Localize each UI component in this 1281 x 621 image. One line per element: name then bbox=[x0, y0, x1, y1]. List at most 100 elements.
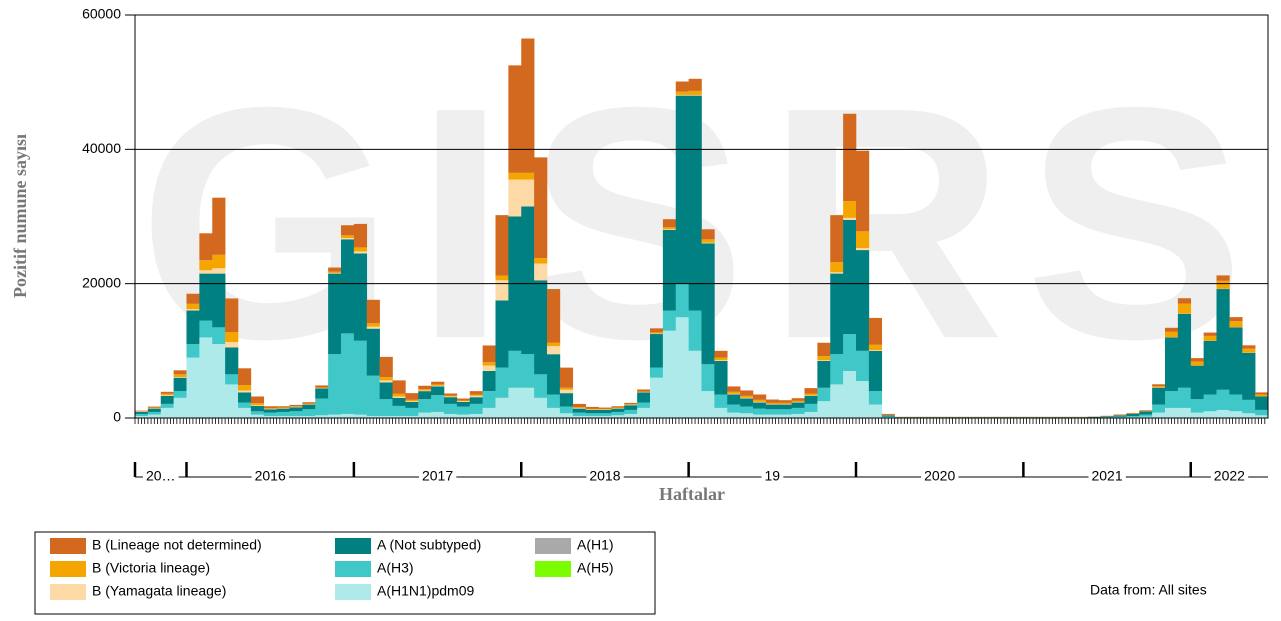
bar-segment bbox=[380, 357, 393, 377]
bar-segment bbox=[882, 414, 895, 415]
bar-segment bbox=[611, 412, 624, 415]
bar-segment bbox=[624, 414, 637, 418]
bar-segment bbox=[611, 409, 624, 412]
bar-segment bbox=[341, 239, 354, 333]
bar-segment bbox=[174, 374, 187, 377]
bar-segment bbox=[380, 382, 393, 399]
bar-segment bbox=[315, 388, 328, 398]
bar-segment bbox=[212, 255, 225, 268]
bar-segment bbox=[1139, 411, 1152, 414]
bar-segment bbox=[1126, 416, 1139, 417]
bar-segment bbox=[534, 157, 547, 258]
bar-segment bbox=[740, 407, 753, 414]
bar-segment bbox=[431, 384, 444, 385]
bar-segment bbox=[521, 388, 534, 418]
bar-segment bbox=[508, 65, 521, 172]
bar-segment bbox=[624, 410, 637, 414]
bar-segment bbox=[457, 415, 470, 418]
bar-segment bbox=[457, 399, 470, 401]
bar-segment bbox=[225, 374, 238, 384]
source-note: Data from: All sites bbox=[1090, 582, 1207, 598]
bar-segment bbox=[187, 344, 200, 357]
bar-segment bbox=[714, 394, 727, 407]
y-tick-label: 60000 bbox=[82, 6, 121, 22]
bar-segment bbox=[1191, 358, 1204, 361]
bar-segment bbox=[714, 358, 727, 361]
bar-segment bbox=[817, 388, 830, 401]
bar-segment bbox=[792, 408, 805, 414]
x-tick-label: 20… bbox=[146, 468, 176, 484]
bar-segment bbox=[457, 407, 470, 415]
bar-segment bbox=[302, 402, 315, 403]
bar-segment bbox=[431, 386, 444, 387]
bar-segment bbox=[161, 392, 174, 394]
bar-segment bbox=[393, 394, 406, 397]
bar-segment bbox=[547, 343, 560, 346]
bar-segment bbox=[779, 400, 792, 403]
bar-segment bbox=[1114, 417, 1127, 418]
bar-segment bbox=[354, 341, 367, 415]
bar-segment bbox=[714, 408, 727, 418]
bar-segment bbox=[766, 400, 779, 403]
bar-segment bbox=[727, 405, 740, 413]
bar-segment bbox=[534, 280, 547, 374]
bar-segment bbox=[1229, 327, 1242, 394]
bar-segment bbox=[367, 376, 380, 416]
bar-segment bbox=[1242, 400, 1255, 413]
bar-segment bbox=[817, 356, 830, 360]
bar-segment bbox=[882, 417, 895, 418]
bar-segment bbox=[817, 401, 830, 418]
bar-segment bbox=[792, 414, 805, 418]
bar-segment bbox=[753, 415, 766, 418]
bar-segment bbox=[805, 388, 818, 393]
legend-swatch bbox=[535, 561, 571, 577]
bar-segment bbox=[702, 243, 715, 364]
bar-segment bbox=[1204, 411, 1217, 418]
bar-segment bbox=[856, 250, 869, 351]
bar-segment bbox=[418, 391, 431, 399]
bar-segment bbox=[444, 395, 457, 396]
bar-segment bbox=[869, 350, 882, 351]
bar-segment bbox=[1217, 289, 1230, 390]
bar-segment bbox=[740, 413, 753, 418]
legend-swatch bbox=[535, 538, 571, 554]
bar-segment bbox=[161, 408, 174, 418]
bar-segment bbox=[174, 370, 187, 374]
bar-segment bbox=[779, 403, 792, 404]
bar-segment bbox=[508, 388, 521, 418]
bar-segment bbox=[1114, 415, 1127, 416]
bar-segment bbox=[624, 405, 637, 410]
bar-segment bbox=[843, 371, 856, 418]
bar-segment bbox=[663, 331, 676, 418]
bar-segment bbox=[1178, 388, 1191, 408]
bar-segment bbox=[380, 377, 393, 380]
bar-segment bbox=[367, 327, 380, 329]
bar-segment bbox=[1152, 413, 1165, 418]
bar-segment bbox=[599, 410, 612, 413]
bar-segment bbox=[199, 270, 212, 273]
bar-segment bbox=[702, 391, 715, 418]
bar-segment bbox=[367, 329, 380, 376]
bar-segment bbox=[405, 393, 418, 400]
bar-segment bbox=[573, 407, 586, 408]
bar-segment bbox=[753, 394, 766, 399]
bar-segment bbox=[483, 345, 496, 362]
bar-segment bbox=[315, 387, 328, 388]
bar-segment bbox=[212, 274, 225, 328]
bar-segment bbox=[882, 415, 895, 416]
bar-segment bbox=[637, 389, 650, 391]
bar-segment bbox=[418, 399, 431, 412]
bar-segment bbox=[805, 404, 818, 412]
bar-segment bbox=[547, 289, 560, 343]
bar-segment bbox=[1139, 410, 1152, 411]
bar-segment bbox=[483, 408, 496, 418]
bar-segment bbox=[508, 180, 521, 217]
bar-segment bbox=[328, 273, 341, 274]
bar-segment bbox=[560, 393, 573, 406]
bar-segment bbox=[521, 206, 534, 354]
bar-segment bbox=[521, 354, 534, 388]
bar-segment bbox=[702, 239, 715, 242]
bar-segment bbox=[290, 407, 303, 411]
bar-segment bbox=[457, 401, 470, 402]
bar-segment bbox=[328, 415, 341, 418]
